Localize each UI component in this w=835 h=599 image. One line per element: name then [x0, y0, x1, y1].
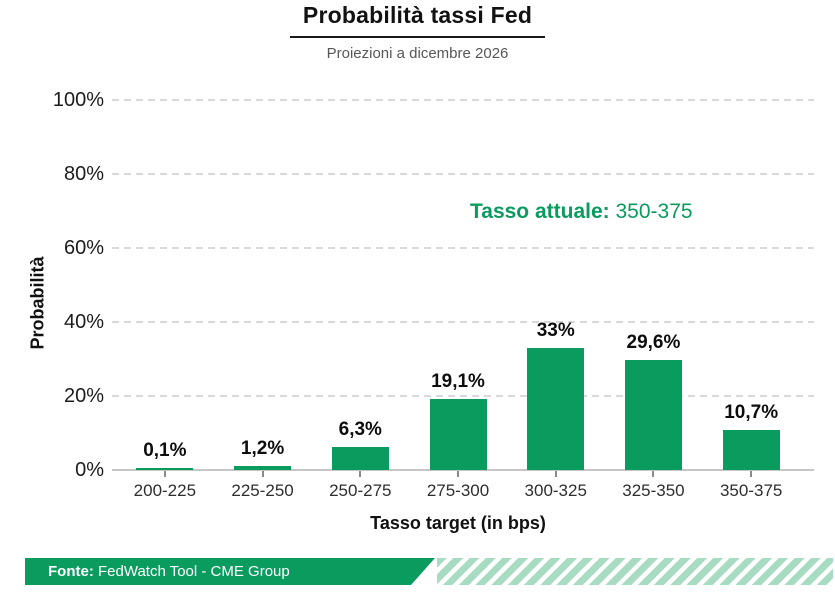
current-rate-annotation: Tasso attuale: 350-375 — [470, 200, 693, 224]
bar-value-label: 29,6% — [626, 332, 681, 354]
bar-column-300-325: 33% 300-325 — [507, 100, 605, 500]
x-axis-title: Tasso target (in bps) — [370, 513, 546, 533]
x-tick-mark — [359, 471, 362, 477]
stripes-decoration — [437, 558, 833, 585]
chart-title: Probabilità tassi Fed — [302, 2, 533, 28]
y-tick-label-80%: 80% — [63, 163, 104, 185]
x-tick-label-200-225: 200-225 — [133, 481, 197, 500]
y-axis-tick-labels: 0% 20% 40% 60% 80% 100% — [0, 89, 104, 481]
title-underline — [290, 36, 545, 38]
gridline-60 — [112, 247, 814, 249]
x-axis-line — [112, 469, 814, 471]
bars-row: 0,1% 200-225 1,2% 225-250 6,3% 250-275 19,1% 27… — [116, 100, 800, 500]
gridline-80 — [112, 173, 814, 175]
gridline-40 — [112, 321, 814, 323]
x-tick-mark — [261, 471, 264, 477]
x-tick-mark — [750, 471, 753, 477]
x-tick-label-225-250: 225-250 — [231, 481, 294, 500]
bar-value-label: 19,1% — [431, 371, 485, 393]
x-tick-mark — [457, 471, 460, 477]
x-tick-label-350-375: 350-375 — [719, 481, 783, 500]
bar-value-label: 6,3% — [338, 418, 382, 440]
bar-column-200-225: 0,1% 200-225 — [116, 100, 214, 500]
x-tick-mark — [554, 471, 557, 477]
bar-200-225 — [136, 468, 194, 470]
bar-column-225-250: 1,2% 225-250 — [214, 100, 312, 500]
bar-value-label: 33% — [536, 319, 575, 341]
bar-column-350-375: 10,7% 350-375 — [702, 100, 800, 500]
chart-subtitle: Proiezioni a dicembre 2026 — [326, 45, 509, 62]
bar-value-label: 0,1% — [143, 440, 187, 461]
x-tick-label-275-300: 275-300 — [426, 481, 490, 500]
x-tick-label-325-350: 325-350 — [622, 481, 685, 500]
bar-column-250-275: 6,3% 250-275 — [311, 100, 409, 500]
bar-column-325-350: 29,6% 325-350 — [605, 100, 703, 500]
bar-300-325 — [527, 347, 585, 470]
bar-250-275 — [331, 446, 389, 470]
source-text: FedWatch Tool - CME Group — [98, 563, 290, 580]
x-tick-mark — [652, 471, 655, 477]
bar-value-label: 1,2% — [240, 437, 285, 459]
source-banner: Fonte: FedWatch Tool - CME Group — [25, 558, 435, 585]
source-label: Fonte: — [48, 563, 94, 580]
gridline-100 — [112, 99, 814, 101]
chart-header: Probabilità tassi Fed Proiezioni a dicem… — [0, 0, 835, 62]
bar-225-250 — [234, 465, 292, 470]
bar-325-350 — [624, 360, 682, 470]
gridline-20 — [112, 395, 814, 397]
y-tick-label-100%: 100% — [52, 89, 104, 111]
x-tick-label-250-275: 250-275 — [329, 481, 392, 500]
bar-350-375 — [722, 430, 780, 470]
current-rate-value: 350-375 — [615, 200, 693, 223]
bar-column-275-300: 19,1% 275-300 — [409, 100, 507, 500]
x-tick-label-300-325: 300-325 — [524, 481, 587, 500]
y-tick-label-60%: 60% — [63, 237, 104, 259]
bar-275-300 — [429, 399, 487, 470]
plot-area: 0,1% 200-225 1,2% 225-250 6,3% 250-275 19,1% 27… — [112, 99, 814, 500]
y-tick-label-0%: 0% — [75, 459, 104, 481]
bar-value-label: 10,7% — [724, 402, 779, 424]
y-tick-label-20%: 20% — [63, 385, 104, 407]
y-tick-label-40%: 40% — [63, 311, 104, 333]
x-tick-mark — [163, 471, 166, 477]
current-rate-label: Tasso attuale: — [470, 200, 610, 223]
